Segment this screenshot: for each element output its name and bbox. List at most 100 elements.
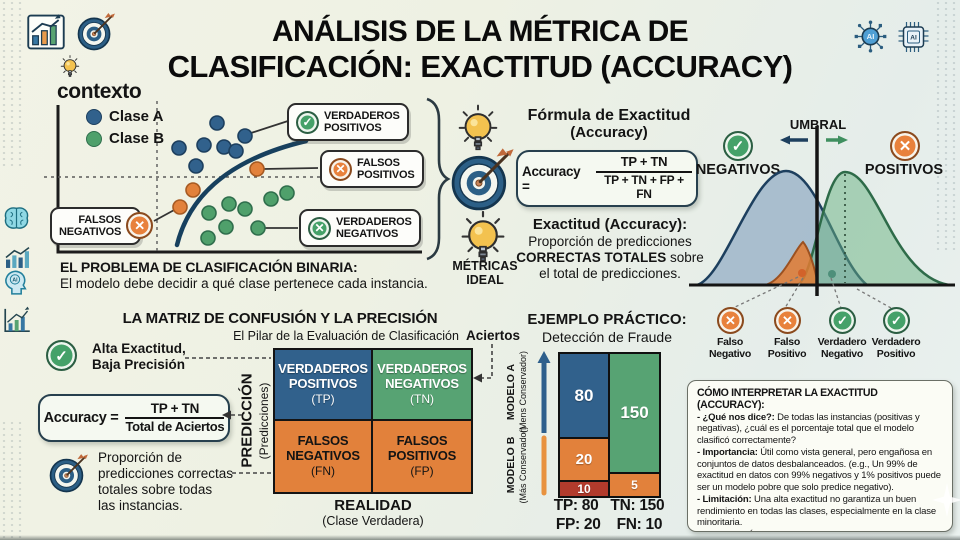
formula-denominator: TP + TN + FP + FN xyxy=(604,173,684,201)
matrix-cell-fp: FALSOS POSITIVOS (FP) xyxy=(373,421,471,492)
interpretation-box: CÓMO INTERPRETAR LA EXACTITUD (ACCURACY)… xyxy=(687,380,953,532)
callout-falsos-positivos: ✕ FALSOS POSITIVOS xyxy=(320,150,424,188)
data-point-clase-a xyxy=(171,140,187,156)
brain-icon xyxy=(2,205,31,231)
ai-chip-icon xyxy=(897,21,930,53)
check-icon: ✓ xyxy=(829,307,856,334)
realidad-axis-label: REALIDAD xyxy=(334,497,412,514)
accuracy-formula-box: Accuracy = TP + TN TP + TN + FP + FN xyxy=(516,150,698,207)
formula-heading-line1: Fórmula de Exactitud xyxy=(527,107,691,124)
callout-label: POSITIVOS xyxy=(324,122,382,134)
check-icon: ✓ xyxy=(723,131,753,161)
check-icon: ✓ xyxy=(883,307,910,334)
dartboard-icon xyxy=(449,145,517,213)
aciertos-label: Aciertos xyxy=(466,328,521,343)
outcome-label-verdadero-positivo: Verdadero Positivo xyxy=(871,336,921,361)
data-point-clase-a xyxy=(209,115,225,131)
bar-chart-icon xyxy=(4,246,31,269)
callout-label: VERDADEROS xyxy=(324,109,400,122)
context-heading: contexto xyxy=(57,80,142,103)
alta-exactitud-note: Alta Exactitud, Baja Precisión xyxy=(92,341,186,373)
example-stats-row1: TP: 80 TN: 150 xyxy=(545,497,673,515)
matrix-cell-tn: VERDADEROS NEGATIVOS (TN) xyxy=(373,350,471,421)
matrix-subtitle: El Pilar de la Evaluación de Clasificaci… xyxy=(233,329,459,343)
cross-icon: ✕ xyxy=(890,131,920,161)
data-point-clase-a xyxy=(196,137,212,153)
decision-boundary-curve xyxy=(174,138,309,248)
clase-b-dot xyxy=(86,130,102,147)
interpretation-item: - Importancia: Útil como vista general, … xyxy=(697,447,941,493)
callout-label: NEGATIVOS xyxy=(336,228,399,240)
page-title-line2: CLASIFICACIÓN: EXACTITUD (ACCURACY) xyxy=(167,49,793,84)
problem-text: El modelo debe decidir a qué clase perte… xyxy=(60,276,428,291)
interpretation-item: - ¿Qué nos dice?: De todas las instancia… xyxy=(697,412,920,446)
model-range-arrows xyxy=(537,351,551,496)
tp-stat: TP: 80 xyxy=(553,497,599,514)
correct-point xyxy=(828,270,836,278)
callout-label: VERDADEROS xyxy=(336,215,412,228)
accuracy-definition: Exactitud (Accuracy): Proporción de pred… xyxy=(507,216,713,281)
cross-icon: ✕ xyxy=(329,157,352,181)
bar-column-left: 80 20 10 xyxy=(560,354,610,496)
halftone-left-bottom xyxy=(0,420,26,538)
negativos-label: NEGATIVOS xyxy=(695,162,781,178)
matrix-cell-fn: FALSOS NEGATIVOS (FN) xyxy=(275,421,373,492)
halftone-right-top xyxy=(934,0,960,250)
dartboard-icon xyxy=(48,452,90,494)
callout-connectors xyxy=(153,120,319,229)
scatter-data-points xyxy=(171,115,295,246)
positivos-label: POSITIVOS xyxy=(864,162,944,178)
interpretation-item: - Limitación: Una alta exactitud no gara… xyxy=(697,494,936,529)
fp-stat: FP: 20 xyxy=(555,516,601,533)
bar-column-right: 150 5 xyxy=(610,354,659,496)
umbral-title: UMBRAL xyxy=(789,117,847,132)
definition-title: Exactitud (Accuracy): xyxy=(532,216,688,233)
bar-segment-fp: 20 xyxy=(560,437,608,480)
formula-heading-line2: (Accuracy) xyxy=(570,123,648,141)
bar-segment-tn: 150 xyxy=(610,354,659,472)
trend-chart-icon xyxy=(3,306,32,334)
positive-distribution xyxy=(796,170,950,287)
confusion-matrix: VERDADEROS POSITIVOS (TP) VERDADEROS NEGATI… xyxy=(273,348,473,494)
definition-line2: CORRECTAS TOTALES sobre xyxy=(507,250,713,266)
interpretation-title: CÓMO INTERPRETAR LA EXACTITUD (ACCURACY)… xyxy=(697,387,878,411)
outcome-connectors xyxy=(732,276,892,309)
metrics-label-line1: MÉTRICAS xyxy=(452,259,518,273)
ai-network-icon xyxy=(853,19,888,54)
formula-lhs: Accuracy = xyxy=(522,163,581,194)
metrics-ideal-label: MÉTRICAS IDEAL xyxy=(440,259,530,288)
definition-rest: sobre xyxy=(666,249,704,265)
stacked-bar-chart: 80 20 10 150 5 xyxy=(558,352,661,498)
callout-label: POSITIVOS xyxy=(357,169,415,181)
modelo-b-sublabel: (Más Conservador) xyxy=(518,426,528,504)
formula-numerator: TP + TN xyxy=(595,154,692,174)
clase-verdadera-axis-sublabel: (Clase Verdadera) xyxy=(322,514,424,528)
definition-line1: Proporción de predicciones xyxy=(528,233,692,249)
matrix-connectors xyxy=(185,344,493,474)
example-subtitle: Detección de Fraude xyxy=(542,329,672,345)
legend-label: Clase A xyxy=(109,108,164,125)
threshold-arrows xyxy=(780,135,848,145)
check-icon: ✓ xyxy=(46,340,77,371)
halftone-left-top xyxy=(0,0,26,170)
formula-heading: Fórmula de Exactitud (Accuracy) xyxy=(516,107,702,141)
bar-segment-tp: 80 xyxy=(560,354,608,437)
callout-verdaderos-negativos: ✕ VERDADEROS NEGATIVOS xyxy=(299,209,421,247)
cross-icon: ✕ xyxy=(717,307,744,334)
brace-icon xyxy=(426,97,451,261)
data-point-clase-b xyxy=(218,219,234,235)
accuracy-description: Proporción de predicciones correctas tota… xyxy=(98,450,234,513)
data-point-clase-b xyxy=(221,196,237,212)
data-point-errores xyxy=(249,161,265,177)
callout-label: NEGATIVOS xyxy=(59,226,122,238)
example-stats-row2: FP: 20 FN: 10 xyxy=(545,516,673,534)
scatter-axes xyxy=(56,105,422,254)
clase-a-dot xyxy=(86,108,102,125)
data-point-clase-a xyxy=(237,128,253,144)
scatter-plot xyxy=(44,101,422,254)
error-point xyxy=(798,269,806,277)
metrics-label-line2: IDEAL xyxy=(466,273,504,288)
dartboard-icon xyxy=(76,11,117,52)
check-icon: ✓ xyxy=(296,110,319,134)
